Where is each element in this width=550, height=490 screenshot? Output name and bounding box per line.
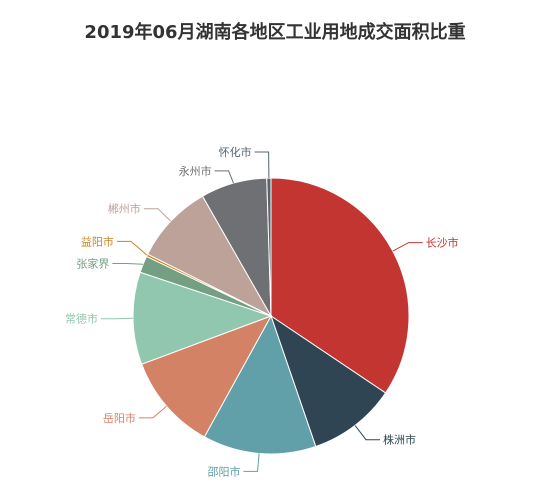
label-line-4 (138, 405, 167, 419)
slice-label-5: 常德市 (65, 312, 98, 326)
slice-label-8: 郴州市 (108, 202, 141, 216)
slice-label-10: 怀化市 (219, 145, 252, 159)
label-line-9 (214, 170, 234, 184)
label-line-7 (116, 240, 148, 256)
label-line-10 (254, 151, 270, 179)
pie-slice-8[interactable] (146, 195, 273, 318)
pie-slice-10[interactable] (266, 177, 272, 317)
pie-slice-4[interactable] (141, 315, 273, 438)
pie-slice-2[interactable] (270, 314, 387, 448)
slice-label-2: 株洲市 (383, 433, 416, 447)
chart-title: 2019年06月湖南各地区工业用地成交面积比重 (84, 22, 466, 43)
label-line-2 (354, 425, 380, 441)
label-line-8 (143, 208, 172, 222)
slice-label-9: 永州市 (179, 164, 212, 178)
slice-label-3: 邵阳市 (208, 464, 241, 478)
slice-label-4: 岳阳市 (103, 411, 136, 425)
slice-label-1: 长沙市 (426, 236, 459, 250)
slice-label-7: 益阳市 (81, 234, 114, 248)
pie-slice-5[interactable] (132, 271, 273, 365)
slice-label-6: 张家界 (76, 257, 109, 271)
label-line-3 (243, 453, 260, 472)
label-line-1 (392, 242, 423, 252)
pie-slice-1[interactable] (270, 177, 410, 394)
label-line-6 (112, 263, 144, 265)
pie-slice-3[interactable] (203, 314, 317, 455)
